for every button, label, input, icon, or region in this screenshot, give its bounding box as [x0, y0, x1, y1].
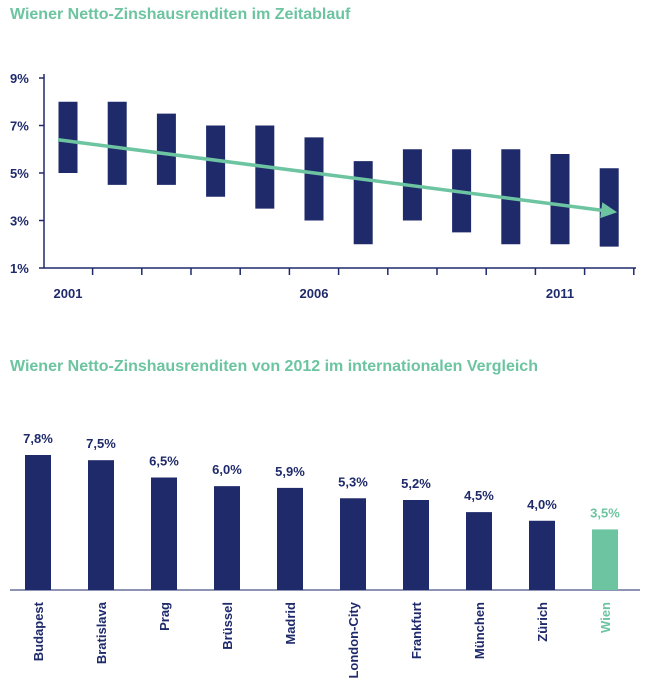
x-tick-label: 2006: [300, 286, 329, 301]
data-label: 3,5%: [590, 505, 620, 520]
range-bar: [304, 137, 324, 221]
category-label: Zürich: [535, 602, 550, 642]
bar: [277, 487, 303, 590]
chart1-title: Wiener Netto-Zinshausrenditen im Zeitabl…: [10, 6, 351, 23]
range-bar: [58, 101, 78, 173]
data-label: 6,0%: [212, 462, 242, 477]
data-label: 4,0%: [527, 497, 557, 512]
bar: [88, 460, 114, 590]
range-bar: [353, 161, 373, 245]
range-bar: [156, 113, 176, 185]
data-label: 5,9%: [275, 464, 305, 479]
bar: [151, 477, 177, 590]
chart2-title: Wiener Netto-Zinshausrenditen von 2012 i…: [10, 358, 538, 375]
category-label: München: [472, 602, 487, 659]
category-label: Wien: [598, 602, 613, 633]
y-tick-label: 7%: [10, 119, 29, 134]
category-label: Budapest: [31, 601, 46, 661]
y-tick-label: 3%: [10, 214, 29, 229]
category-label: London-City: [346, 601, 361, 678]
trend-arrowhead: [600, 202, 618, 219]
bar: [25, 455, 51, 590]
x-tick-label: 2011: [546, 286, 574, 301]
bar: [529, 520, 555, 590]
trend-line: [57, 138, 608, 213]
data-label: 7,8%: [23, 431, 53, 446]
y-tick-label: 9%: [10, 71, 29, 86]
data-label: 6,5%: [149, 454, 179, 469]
bar: [466, 512, 492, 590]
y-tick-label: 5%: [10, 166, 29, 181]
category-label: Frankfurt: [409, 601, 424, 659]
data-label: 7,5%: [86, 436, 116, 451]
x-tick-label: 2001: [54, 286, 83, 301]
category-label: Bratislava: [94, 601, 109, 664]
y-tick-label: 1%: [10, 261, 29, 276]
range-bar: [107, 101, 127, 185]
bar: [403, 500, 429, 590]
data-label: 5,3%: [338, 474, 368, 489]
range-chart: 1% 3% 5% 7% 9% 2001 2006 2011: [10, 71, 636, 301]
data-label: 5,2%: [401, 476, 431, 491]
category-label: Prag: [157, 602, 172, 631]
range-bar: [550, 154, 570, 245]
bar: [340, 498, 366, 590]
data-label: 4,5%: [464, 488, 494, 503]
bar: [214, 486, 240, 590]
category-label: Brüssel: [220, 602, 235, 650]
bar: [592, 529, 618, 590]
category-label: Madrid: [283, 602, 298, 645]
